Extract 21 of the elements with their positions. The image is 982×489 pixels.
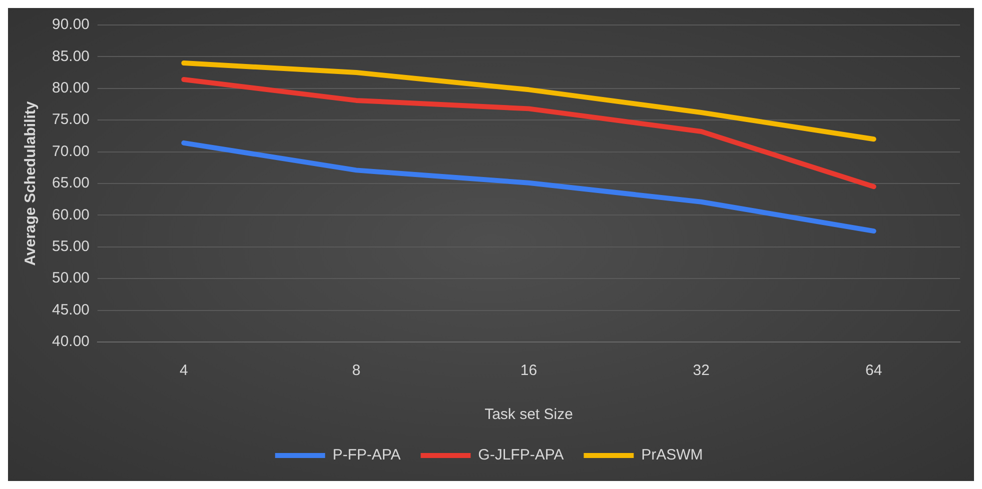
- y-tick-label: 70.00: [52, 142, 90, 160]
- y-axis-title: Average Schedulability: [22, 100, 40, 266]
- y-tick-label: 50.00: [52, 270, 90, 287]
- y-tick-label: 55.00: [52, 238, 90, 256]
- x-tick-label: 8: [352, 362, 360, 380]
- y-tick-label: 90.00: [52, 16, 90, 34]
- legend-label: P-FP-APA: [332, 446, 401, 464]
- x-tick-label: 4: [180, 362, 188, 380]
- y-tick-label: 80.00: [52, 80, 90, 97]
- legend-label: G-JLFP-APA: [478, 446, 564, 464]
- y-tick-label: 40.00: [52, 333, 90, 350]
- y-tick-label: 85.00: [52, 48, 90, 65]
- x-axis-title: Task set Size: [484, 406, 573, 424]
- x-tick-label: 16: [520, 362, 538, 380]
- y-tick-label: 45.00: [52, 301, 90, 318]
- legend-label: PrASWM: [641, 446, 703, 464]
- y-tick-label: 75.00: [52, 111, 90, 128]
- y-tick-label: 65.00: [52, 174, 90, 192]
- x-tick-label: 32: [692, 362, 710, 380]
- x-tick-label: 64: [865, 362, 882, 380]
- y-tick-label: 60.00: [52, 206, 90, 224]
